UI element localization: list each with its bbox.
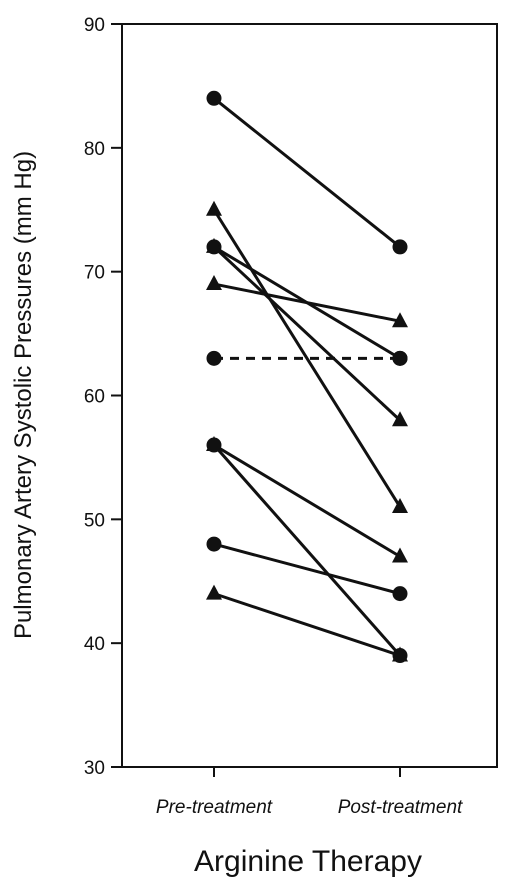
data-point-triangle — [206, 237, 222, 253]
y-tick-label: 70 — [84, 263, 105, 284]
series-line — [212, 208, 402, 508]
series-line — [213, 282, 401, 323]
series-line — [213, 592, 401, 657]
x-axis-title: Arginine Therapy — [194, 845, 422, 878]
y-tick-label: 30 — [84, 758, 105, 779]
data-point-triangle — [206, 200, 222, 216]
series-line — [213, 443, 401, 558]
series-2 — [206, 200, 408, 513]
series-line — [212, 444, 402, 657]
series-line — [213, 97, 401, 249]
data-point-triangle — [392, 646, 408, 662]
x-category-label: Post-treatment — [338, 797, 463, 818]
series-5 — [206, 275, 408, 328]
series-layer — [206, 90, 408, 664]
series-4 — [206, 237, 408, 427]
y-tick-label: 50 — [84, 510, 105, 531]
y-tick-label: 60 — [84, 387, 105, 408]
data-point-circle — [392, 586, 408, 602]
data-point-triangle — [392, 547, 408, 563]
series-10 — [206, 584, 408, 662]
plot-area-frame — [121, 23, 498, 768]
y-axis-title: Pulmonary Artery Systolic Pressures (mm … — [10, 151, 37, 639]
series-6 — [206, 350, 408, 366]
data-point-triangle — [392, 411, 408, 427]
y-axis: 30 40 50 60 70 80 90 — [84, 15, 122, 779]
data-point-circle — [206, 350, 222, 366]
data-point-circle — [206, 90, 222, 106]
series-1 — [206, 90, 408, 255]
data-point-circle — [206, 536, 222, 552]
data-point-circle — [392, 239, 408, 255]
data-point-triangle — [392, 497, 408, 513]
x-axis: Pre-treatment Post-treatment — [156, 767, 463, 818]
data-point-circle — [392, 350, 408, 366]
x-category-label: Pre-treatment — [156, 797, 273, 818]
series-7 — [206, 436, 408, 563]
y-tick-label: 90 — [84, 15, 105, 36]
data-point-triangle — [206, 275, 222, 291]
y-tick-label: 40 — [84, 634, 105, 655]
data-point-circle — [206, 437, 222, 453]
data-point-triangle — [392, 312, 408, 328]
series-9 — [206, 536, 408, 602]
y-tick-label: 80 — [84, 139, 105, 160]
series-line — [213, 542, 401, 596]
data-point-triangle — [206, 584, 222, 600]
series-line — [212, 245, 402, 422]
